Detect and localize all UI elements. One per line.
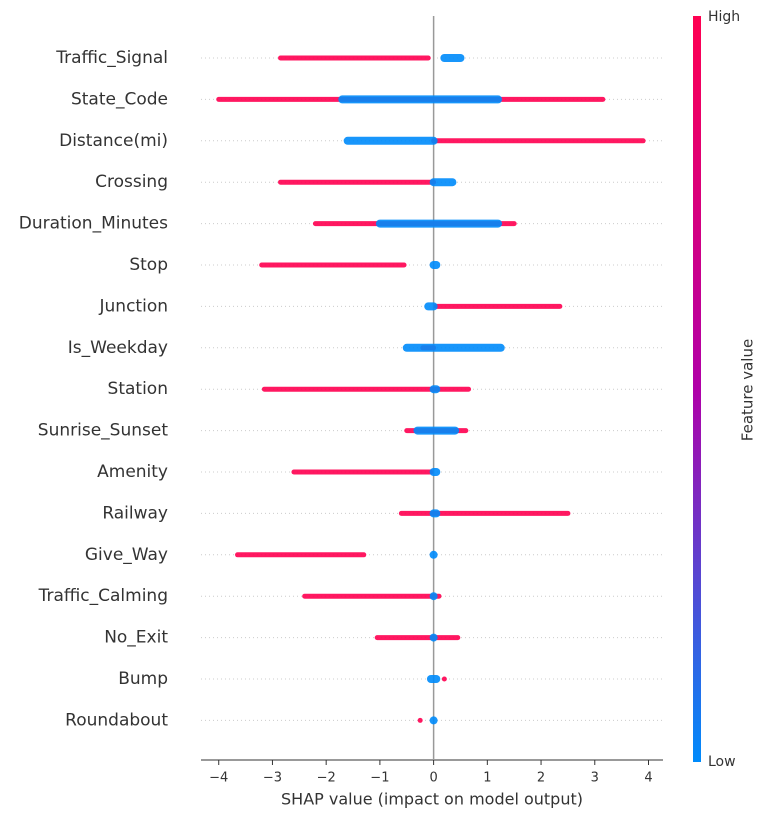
y-tick-label: Traffic_Calming — [38, 586, 168, 606]
x-tick-label: −4 — [209, 771, 228, 786]
x-tick-label: 2 — [537, 771, 545, 786]
y-tick-label: Give_Way — [85, 545, 168, 565]
y-tick-label: Railway — [102, 503, 168, 523]
x-tick-label: 0 — [429, 771, 437, 786]
y-tick-label: Station — [108, 379, 168, 399]
x-tick-label: −1 — [370, 771, 389, 786]
y-tick-label: State_Code — [71, 89, 168, 109]
x-tick-label: 4 — [644, 771, 652, 786]
x-tick-label: −3 — [263, 771, 282, 786]
y-tick-label: Junction — [99, 296, 168, 316]
y-tick-label: Roundabout — [65, 710, 168, 730]
x-tick-label: −2 — [317, 771, 336, 786]
y-tick-label: Duration_Minutes — [19, 214, 168, 234]
x-tick-label: 3 — [591, 771, 599, 786]
y-tick-label: Is_Weekday — [68, 338, 168, 358]
y-tick-label: Distance(mi) — [59, 131, 168, 151]
x-axis-title: SHAP value (impact on model output) — [281, 790, 583, 809]
colorbar-low: Low — [708, 754, 736, 770]
y-tick-label: Bump — [118, 669, 168, 689]
y-tick-label: No_Exit — [104, 628, 168, 648]
colorbar — [693, 16, 701, 762]
y-tick-label: Stop — [129, 255, 168, 275]
y-tick-label: Sunrise_Sunset — [38, 421, 169, 441]
y-tick-label: Amenity — [97, 462, 168, 482]
y-tick-label: Traffic_Signal — [55, 48, 168, 68]
colorbar-high: High — [708, 9, 740, 25]
x-tick-label: 1 — [483, 771, 491, 786]
y-tick-label: Crossing — [95, 172, 168, 192]
colorbar-label: Feature value — [739, 339, 757, 441]
